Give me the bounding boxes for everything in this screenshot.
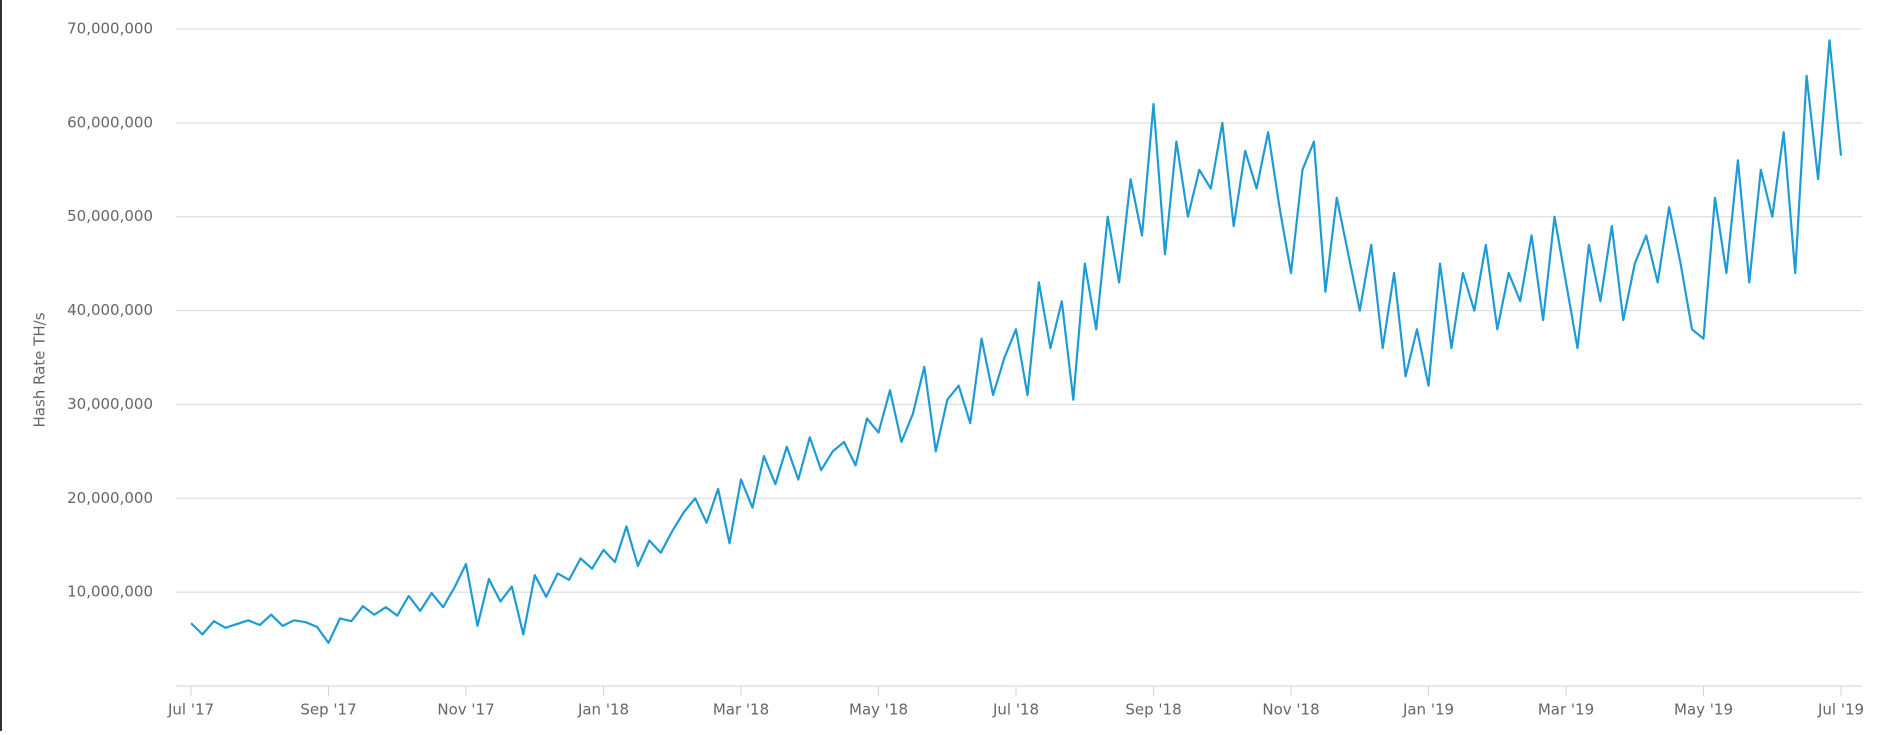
x-tick-label: Nov '18 bbox=[1262, 701, 1319, 719]
x-tick-label: Jul '18 bbox=[992, 701, 1039, 719]
x-tick-label: Sep '18 bbox=[1125, 701, 1181, 719]
x-tick-label: Jul '17 bbox=[167, 701, 214, 719]
x-tick-label: May '18 bbox=[849, 701, 908, 719]
left-edge bbox=[0, 0, 2, 731]
x-tick-label: Mar '19 bbox=[1538, 701, 1594, 719]
y-tick-label: 70,000,000 bbox=[67, 20, 153, 38]
x-tick-label: Sep '17 bbox=[300, 701, 356, 719]
y-tick-label: 30,000,000 bbox=[67, 395, 153, 413]
line bbox=[190, 39, 1843, 644]
y-tick-label: 60,000,000 bbox=[67, 113, 153, 131]
y-tick-label: 10,000,000 bbox=[67, 583, 153, 601]
x-tick-label: Jan '18 bbox=[577, 701, 629, 719]
x-tick-label: Nov '17 bbox=[437, 701, 494, 719]
y-tick-label: 20,000,000 bbox=[67, 489, 153, 507]
x-tick-label: May '19 bbox=[1674, 701, 1733, 719]
y-tick-label: 50,000,000 bbox=[67, 207, 153, 225]
x-tick-label: Jul '19 bbox=[1817, 701, 1864, 719]
x-tick-label: Jan '19 bbox=[1402, 701, 1454, 719]
y-tick-label: 40,000,000 bbox=[67, 301, 153, 319]
y-axis-title: Hash Rate TH/s bbox=[31, 312, 49, 427]
x-tick-label: Mar '18 bbox=[713, 701, 769, 719]
